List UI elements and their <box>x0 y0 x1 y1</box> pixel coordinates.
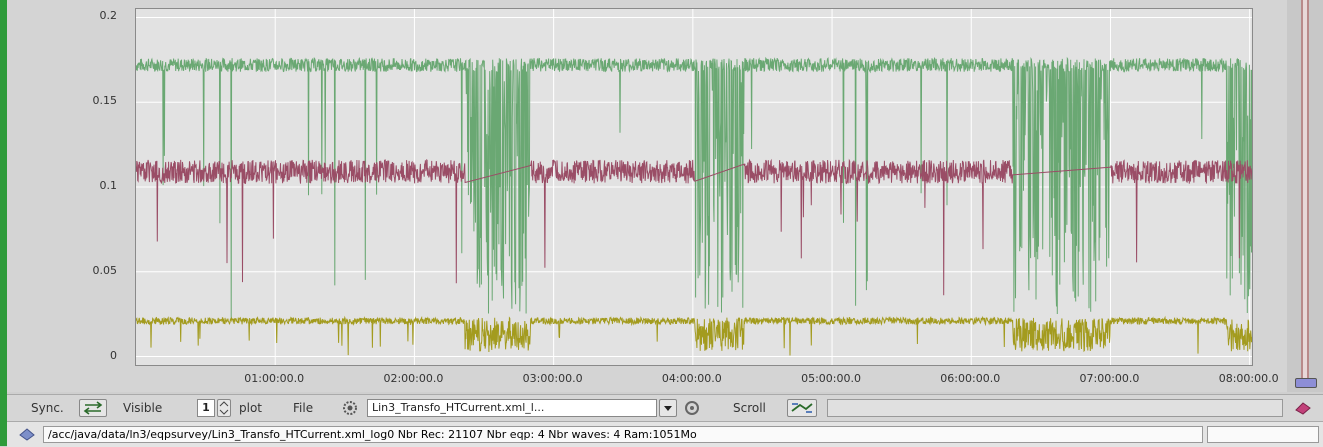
scroll-label: Scroll <box>733 401 766 415</box>
series-line-2 <box>136 158 1252 296</box>
plot-area[interactable] <box>135 8 1253 366</box>
x-tick-label: 04:00:00.0 <box>661 372 722 385</box>
sync-arrows-icon <box>83 401 103 415</box>
visible-plots-input[interactable]: 1 <box>197 399 215 417</box>
y-tick-label: 0.05 <box>92 263 118 277</box>
document-icon <box>19 428 35 441</box>
reload-file-icon[interactable] <box>683 399 703 417</box>
plot-label: plot <box>239 401 262 415</box>
x-tick-label: 03:00:00.0 <box>522 372 583 385</box>
vertical-scrollbar[interactable] <box>1287 0 1323 392</box>
x-tick-label: 01:00:00.0 <box>244 372 305 385</box>
scroll-thumb[interactable] <box>1295 378 1317 388</box>
chevron-down-icon <box>664 406 672 411</box>
scroll-toggle-button[interactable] <box>787 399 817 417</box>
y-tick-label: 0.2 <box>99 9 118 23</box>
file-select[interactable]: Lin3_Transfo_HTCurrent.xml_l... <box>367 399 657 417</box>
y-tick-label: 0.15 <box>92 94 118 108</box>
plot-panel: 0 0.05 0.1 0.15 0.2 01:00:00.0 02:00:00.0 03:0… <box>7 0 1287 392</box>
series-line-1 <box>136 56 1252 319</box>
spinner-icon <box>219 401 229 415</box>
y-tick-label: 0.1 <box>99 179 118 192</box>
eraser-glyph-icon <box>1295 402 1311 415</box>
window-edge <box>0 0 7 446</box>
sync-label: Sync. <box>31 401 64 415</box>
waveform-chart <box>136 9 1252 365</box>
file-icon <box>17 426 37 443</box>
refresh-icon <box>685 401 699 415</box>
status-extra-field <box>1207 426 1319 443</box>
visible-label: Visible <box>123 401 163 415</box>
gear-icon <box>343 401 357 415</box>
series-line-3 <box>136 315 1252 356</box>
y-tick-label: 0 <box>110 348 117 362</box>
eraser-icon[interactable] <box>1293 399 1315 417</box>
x-tick-label: 07:00:00.0 <box>1079 372 1140 385</box>
x-tick-label: 05:00:00.0 <box>801 372 861 385</box>
scroll-arrows-icon <box>791 403 813 413</box>
x-tick-label: 06:00:00.0 <box>940 372 1001 385</box>
status-text: /acc/java/data/ln3/eqpsurvey/Lin3_Transf… <box>43 426 1203 443</box>
visible-spinner[interactable] <box>217 399 231 417</box>
sync-button[interactable] <box>79 399 107 417</box>
toolbar: Sync. Visible 1 plot File Lin3_Transfo_H… <box>7 394 1323 421</box>
status-bar: /acc/java/data/ln3/eqpsurvey/Lin3_Transf… <box>7 421 1323 447</box>
file-label: File <box>293 401 314 415</box>
x-tick-label: 08:00:00.0 <box>1218 372 1279 385</box>
x-tick-label: 02:00:00.0 <box>383 372 444 385</box>
file-settings-icon[interactable] <box>341 399 361 417</box>
file-dropdown-button[interactable] <box>659 399 677 417</box>
scroll-track[interactable] <box>1301 0 1309 380</box>
horizontal-scrollbar[interactable] <box>827 399 1283 417</box>
